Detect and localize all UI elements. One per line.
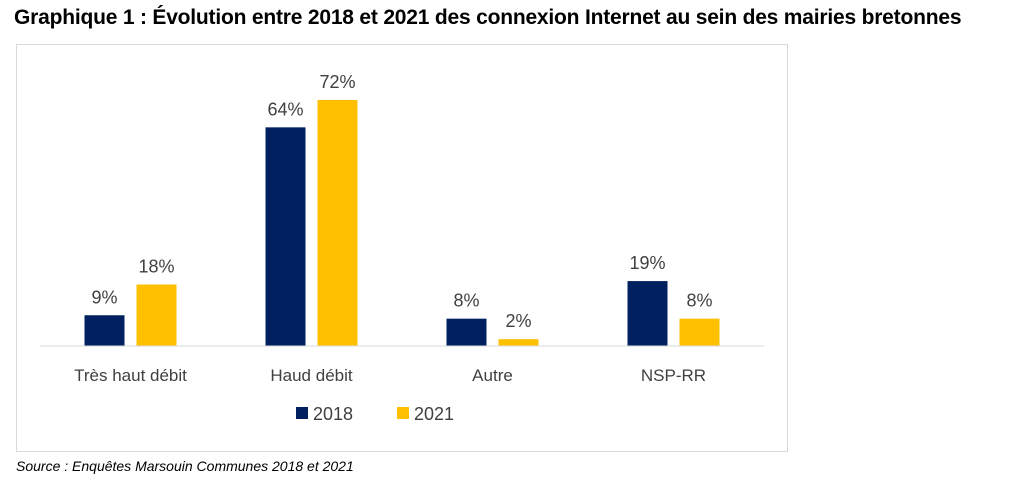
bar-2018-2 bbox=[446, 318, 487, 346]
bar-2021-3 bbox=[679, 318, 720, 346]
data-label-2021-1: 72% bbox=[319, 72, 355, 92]
bar-2021-0 bbox=[136, 284, 177, 346]
data-label-2018-0: 9% bbox=[91, 287, 117, 307]
bar-2021-2 bbox=[498, 339, 539, 346]
category-label-0: Très haut débit bbox=[74, 366, 187, 385]
data-label-2018-3: 19% bbox=[629, 253, 665, 273]
legend-swatch-2021 bbox=[397, 407, 409, 419]
data-label-2021-2: 2% bbox=[505, 311, 531, 331]
category-label-2: Autre bbox=[472, 366, 513, 385]
legend-label-2018: 2018 bbox=[313, 404, 353, 424]
bar-2018-3 bbox=[627, 281, 668, 346]
category-label-3: NSP-RR bbox=[641, 366, 706, 385]
source-note: Source : Enquêtes Marsouin Communes 2018… bbox=[16, 458, 354, 474]
chart-title: Graphique 1 : Évolution entre 2018 et 20… bbox=[14, 6, 962, 29]
bar-2018-0 bbox=[84, 315, 125, 346]
data-label-2021-0: 18% bbox=[138, 257, 174, 277]
legend-label-2021: 2021 bbox=[414, 404, 454, 424]
category-label-1: Haud débit bbox=[270, 366, 353, 385]
data-label-2018-2: 8% bbox=[453, 291, 479, 311]
chart-frame bbox=[16, 44, 788, 452]
bar-2018-1 bbox=[265, 127, 306, 346]
bar-2021-1 bbox=[317, 100, 358, 346]
data-label-2018-1: 64% bbox=[267, 99, 303, 119]
data-label-2021-3: 8% bbox=[686, 291, 712, 311]
legend-swatch-2018 bbox=[296, 407, 308, 419]
